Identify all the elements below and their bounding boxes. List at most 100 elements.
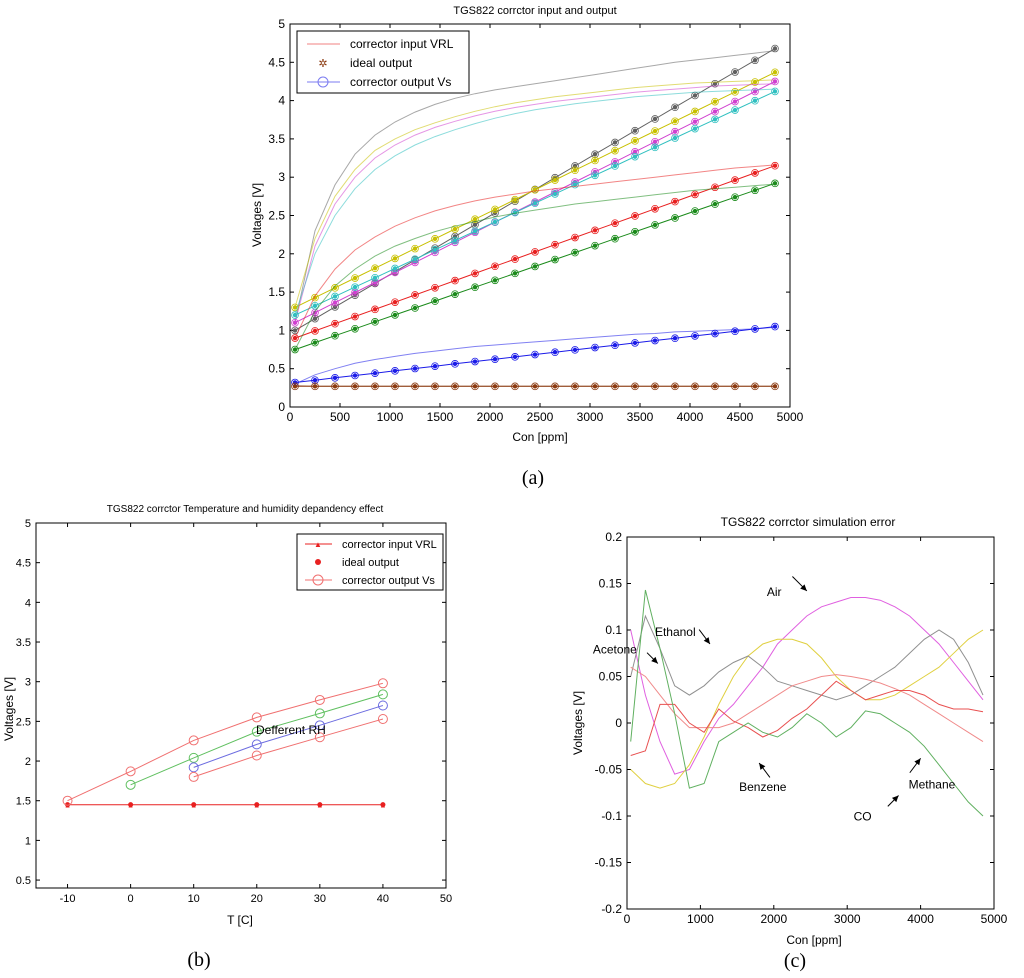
panel-a-ideal-point [632, 384, 638, 389]
panel-a-output-point [491, 382, 499, 391]
panel-a-ideal-point [772, 384, 778, 389]
panel-b-legend-circle-icon [312, 574, 324, 586]
panel-a-legend-label: ideal output [350, 56, 413, 70]
panel-a-ideal-point [312, 303, 318, 308]
panel-c-ytick-label: 0 [615, 716, 622, 730]
panel-a-ideal-point [672, 336, 678, 341]
panel-a-output-point [391, 367, 399, 375]
panel-b-ideal-point [254, 802, 260, 808]
panel-a-output-point [451, 276, 459, 285]
panel-a-output-point [491, 262, 499, 271]
panel-a-ideal-point [552, 384, 558, 389]
panel-a-ideal-point [352, 290, 358, 295]
panel-a-xtick-label: 1000 [377, 410, 404, 424]
panel-a-output-point [351, 382, 359, 391]
panel-a-output-point [691, 332, 699, 340]
panel-a-output-point [351, 274, 359, 282]
panel-c-ytick-label: 0.2 [605, 530, 622, 544]
panel-b-ideal-point [380, 802, 386, 808]
panel-a-output-point [391, 254, 399, 263]
panel-a-ideal-point [752, 98, 758, 103]
panel-a-output-point [651, 127, 659, 135]
panel-a-output-point [511, 195, 519, 204]
panel-b-ytick-label: 4 [25, 597, 31, 609]
panel-a-ideal-point [392, 256, 398, 261]
panel-b-series-RH1 [62, 678, 388, 806]
panel-a-ideal-point [632, 154, 638, 159]
panel-a-ideal-point [512, 256, 518, 262]
panel-c-label-benzene: Benzene [739, 780, 787, 794]
panel-a-ideal-point [552, 257, 558, 262]
panel-a-output-point [431, 235, 439, 243]
panel-a-output-point [651, 115, 659, 123]
panel-c-xtick-label: 5000 [981, 912, 1008, 926]
panel-a-output-point [671, 134, 679, 142]
panel-a-ylabel: Voltages [V] [250, 183, 264, 247]
panel-a-output-point [631, 228, 639, 236]
panel-a-ideal-point [672, 215, 678, 221]
panel-a-output-point [351, 371, 359, 380]
panel-a-legend-label: corrector input VRL [350, 37, 454, 51]
panel-b-ytick-label: 1 [25, 835, 31, 847]
panel-a-ideal-point [552, 242, 558, 247]
panel-a-ideal-point [672, 129, 678, 134]
panel-c-arrow-head-icon [914, 758, 921, 766]
panel-b-output-point [377, 713, 388, 724]
panel-a-output-point [311, 327, 319, 335]
panel-a-ideal-point [312, 328, 318, 334]
panel-b-ideal-point [191, 802, 197, 808]
panel-a-output-point [331, 331, 339, 340]
panel-c-title: TGS822 corrctor simulation error [721, 515, 896, 529]
panel-a-output-point [731, 193, 739, 201]
panel-a-ideal-point [432, 298, 438, 304]
panel-a-ideal-point [552, 191, 558, 197]
panel-a-xtick-label: 2000 [477, 410, 504, 424]
panel-a-ideal-point [572, 168, 578, 173]
panel-a-output-point [331, 298, 339, 307]
panel-a-output-point [311, 382, 319, 391]
panel-a-input-line [294, 79, 776, 308]
panel-a-output-point [571, 382, 579, 391]
panel-b-input-triangle-icon: ▲ [127, 803, 134, 810]
panel-a-output-point [531, 262, 539, 271]
panel-a-output-point [571, 180, 579, 189]
panel-a-output-point [391, 298, 399, 306]
panel-b-ytick-label: 2 [25, 756, 31, 768]
panel-a-ideal-point [632, 138, 638, 144]
panel-a-ideal-point [532, 249, 538, 255]
panel-b-ytick-label: 3 [25, 677, 31, 689]
panel-b-output-point [188, 762, 199, 773]
panel-a-output-point [351, 312, 359, 321]
panel-a-output-point [491, 355, 499, 363]
panel-b-legend-dot-icon [315, 559, 321, 565]
panel-a-ideal-point [352, 275, 358, 281]
panel-a-output-point [451, 236, 459, 245]
panel-a-ideal-point [772, 181, 778, 186]
panel-b-ytick-label: 5 [25, 518, 31, 530]
panel-a-output-point [771, 68, 779, 77]
panel-a-output-point [351, 324, 359, 333]
panel-a-ideal-point [752, 326, 758, 332]
panel-a-ideal-point [392, 312, 398, 318]
panel-a-output-point [291, 311, 299, 319]
panel-a-ideal-point [372, 266, 378, 271]
panel-a-output-point [771, 77, 779, 86]
panel-a-ideal-point [652, 222, 658, 228]
panel-a-legend: corrector input VRL ✲ ideal output corre… [296, 30, 470, 94]
panel-a-ideal-point [652, 384, 658, 389]
panel-c-xtick-label: 1000 [687, 912, 714, 926]
panel-a-ideal-point [612, 343, 618, 348]
panel-a-output-point [371, 369, 379, 377]
panel-c-series-methane [630, 680, 984, 756]
panel-c-annotations: Air Ethanol Acetone Benzene Methane CO [593, 576, 956, 824]
panel-a-output-point [491, 276, 499, 285]
panel-a-ideal-point [652, 338, 658, 343]
panel-a-output-point [711, 183, 719, 192]
panel-a-ideal-point [612, 236, 618, 241]
panel-a-output-point [671, 382, 679, 391]
panel-a-ytick-label: 3.5 [268, 132, 285, 146]
panel-a-ideal-point [772, 79, 778, 84]
panel-a-output-point [551, 240, 559, 249]
panel-b-output-point [125, 779, 136, 790]
panel-a-ideal-point [612, 140, 618, 145]
